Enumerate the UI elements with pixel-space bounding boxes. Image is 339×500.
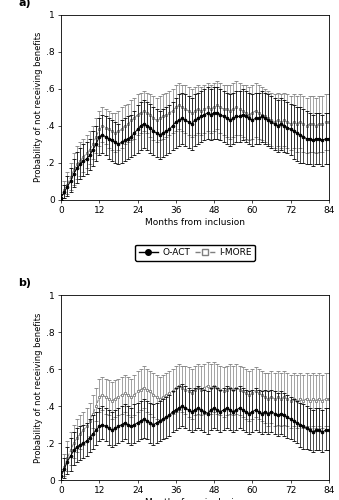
Legend: O-ACT, I-MORE: O-ACT, I-MORE [135,244,255,261]
X-axis label: Months from inclusion: Months from inclusion [145,498,245,500]
Text: a): a) [18,0,31,8]
Y-axis label: Probability of not receiving benefits: Probability of not receiving benefits [34,32,43,182]
Text: b): b) [18,278,31,288]
Y-axis label: Probability of not receiving benefits: Probability of not receiving benefits [34,312,43,463]
X-axis label: Months from inclusion: Months from inclusion [145,218,245,226]
